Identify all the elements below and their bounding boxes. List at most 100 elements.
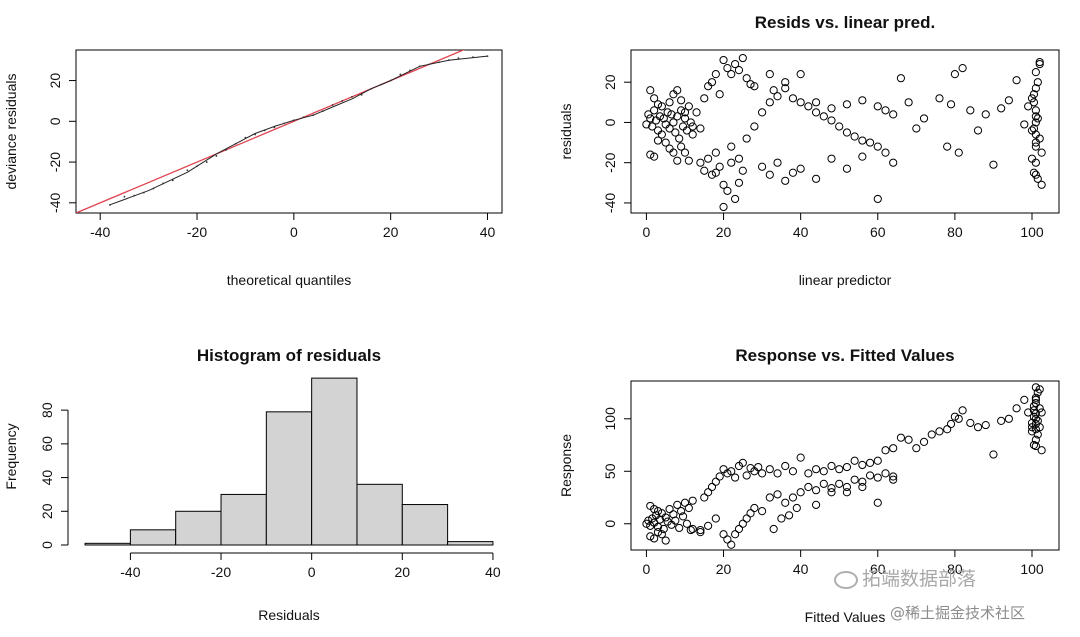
data-point xyxy=(881,106,890,115)
y-tick-label: -20 xyxy=(602,152,618,172)
data-point xyxy=(889,475,898,484)
data-point xyxy=(765,493,774,502)
y-tick-label: 20 xyxy=(39,503,55,519)
data-point xyxy=(792,503,801,513)
data-point xyxy=(738,53,747,63)
watermark-text-1: 拓端数据部落 xyxy=(862,568,977,590)
data-point xyxy=(850,132,859,141)
data-point xyxy=(1029,406,1039,415)
y-tick-label: -40 xyxy=(47,192,63,212)
data-point xyxy=(680,148,690,157)
quantile-point xyxy=(472,56,474,59)
data-point xyxy=(1035,404,1044,413)
data-point xyxy=(642,120,651,129)
data-point xyxy=(769,86,778,95)
histogram-bar xyxy=(265,411,313,546)
data-point xyxy=(804,469,813,478)
chart-title: Histogram of residuals xyxy=(197,346,381,365)
data-point xyxy=(827,116,836,125)
quantile-point xyxy=(341,100,344,102)
data-point xyxy=(796,453,805,462)
quantile-point xyxy=(133,194,135,197)
data-point xyxy=(842,488,852,497)
data-point xyxy=(738,166,747,175)
data-point xyxy=(677,106,686,115)
data-point xyxy=(804,102,813,111)
x-tick-label: 40 xyxy=(793,224,809,240)
reference-line xyxy=(76,50,465,213)
data-point xyxy=(653,100,663,109)
data-point xyxy=(958,64,967,73)
data-point xyxy=(966,106,975,115)
data-point xyxy=(653,528,663,537)
quantile-point xyxy=(123,195,126,198)
quantile-point xyxy=(457,57,460,60)
data-point xyxy=(719,180,728,189)
data-point xyxy=(950,412,959,421)
data-point xyxy=(723,186,732,195)
data-point xyxy=(781,461,790,471)
data-point xyxy=(655,112,665,121)
data-point xyxy=(827,483,836,493)
data-point xyxy=(653,507,663,516)
quantile-point xyxy=(321,110,324,113)
data-point xyxy=(719,202,728,212)
data-point xyxy=(696,525,705,535)
data-point xyxy=(773,469,782,478)
data-point xyxy=(680,108,690,117)
data-point xyxy=(1037,148,1046,157)
watermark-text-2: @稀土掘金技术社区 xyxy=(890,604,1026,622)
data-point xyxy=(688,496,697,505)
histogram-bar xyxy=(447,541,494,546)
data-point xyxy=(881,446,890,455)
data-point xyxy=(677,507,686,516)
data-point xyxy=(731,59,740,69)
quantile-point xyxy=(205,161,208,163)
quantile-point xyxy=(162,182,165,185)
data-point xyxy=(669,148,678,157)
quantile-point xyxy=(418,65,421,68)
data-point xyxy=(981,420,990,430)
data-point xyxy=(738,458,747,467)
data-point xyxy=(665,124,674,133)
data-point xyxy=(950,70,959,79)
data-point xyxy=(1031,84,1040,93)
data-point xyxy=(650,534,659,543)
x-tick-label: -20 xyxy=(211,564,231,580)
data-point xyxy=(1031,441,1040,451)
data-point xyxy=(657,102,666,111)
y-tick-label: 40 xyxy=(39,470,55,486)
x-tick-label: 20 xyxy=(383,224,399,240)
data-point xyxy=(1031,158,1040,167)
data-point xyxy=(946,419,956,429)
data-point xyxy=(889,158,898,167)
quantile-point xyxy=(438,61,440,64)
data-point xyxy=(827,154,836,163)
quantile-point xyxy=(292,119,295,122)
y-tick-label: 50 xyxy=(602,463,618,479)
quantile-point xyxy=(108,203,111,206)
x-tick-label: 20 xyxy=(716,224,732,240)
data-point xyxy=(650,152,659,161)
data-point xyxy=(1031,383,1040,392)
y-tick-label: 0 xyxy=(39,541,55,549)
data-point xyxy=(1031,106,1040,115)
data-point xyxy=(858,136,867,145)
x-tick-label: 80 xyxy=(947,224,963,240)
quantile-point xyxy=(244,136,247,139)
data-point xyxy=(769,524,778,534)
data-point xyxy=(811,174,821,183)
quantile-point xyxy=(186,169,189,172)
data-point xyxy=(1035,59,1044,69)
data-point xyxy=(1033,78,1042,87)
data-point xyxy=(757,469,767,478)
quantile-point xyxy=(312,114,315,117)
histogram-bar xyxy=(84,542,131,546)
data-point xyxy=(711,168,720,177)
x-tick-label: -40 xyxy=(90,224,110,240)
data-point xyxy=(742,471,751,480)
histogram-bar xyxy=(220,493,267,546)
x-tick-label: -40 xyxy=(120,564,140,580)
data-point xyxy=(835,465,844,474)
y-tick-label: -40 xyxy=(602,193,618,213)
